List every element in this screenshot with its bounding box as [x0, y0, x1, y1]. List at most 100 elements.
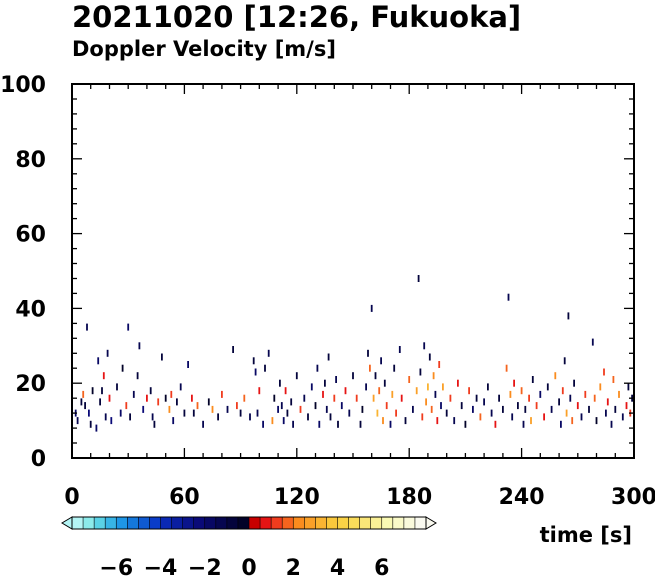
y-tick-labels: 0 20 40 60 80 100: [0, 73, 46, 472]
data-point: [502, 405, 504, 413]
data-point: [369, 364, 371, 372]
data-point: [438, 361, 441, 368]
data-point: [425, 398, 427, 406]
colorbar-segment: [326, 517, 338, 529]
colorbar-segment: [138, 517, 150, 529]
data-point: [104, 413, 107, 421]
data-point: [378, 387, 381, 395]
data-point: [436, 417, 439, 425]
data-point: [576, 402, 579, 410]
data-point: [539, 390, 542, 398]
data-point: [423, 342, 426, 350]
y-tick-label: 20: [15, 372, 46, 397]
data-point: [352, 372, 354, 380]
data-point: [565, 409, 568, 417]
data-point: [427, 383, 429, 391]
data-point: [327, 353, 330, 361]
data-point: [179, 383, 182, 391]
plot-frame: [71, 83, 635, 459]
colorbar-segment: [293, 517, 305, 529]
data-point: [279, 379, 281, 387]
colorbar-segment: [94, 517, 106, 529]
data-point: [299, 405, 302, 413]
colorbar-segment: [282, 517, 294, 529]
colorbar-tick-label: 6: [374, 556, 389, 577]
data-point: [487, 383, 489, 391]
data-point: [453, 417, 456, 425]
x-tick-label: 60: [169, 485, 200, 510]
data-point: [303, 394, 306, 402]
data-point: [457, 379, 459, 387]
colorbar-segment: [359, 517, 371, 529]
data-point: [595, 417, 598, 425]
data-point: [149, 387, 152, 395]
data-point: [612, 376, 615, 383]
colorbar-tick-label: −6: [99, 556, 133, 577]
data-point: [432, 372, 435, 380]
data-point: [442, 383, 444, 391]
data-point: [172, 417, 175, 425]
data-point: [550, 405, 553, 413]
colorbar-segment: [304, 517, 316, 529]
data-point: [517, 402, 519, 410]
data-point: [142, 405, 145, 413]
data-point: [365, 383, 367, 391]
data-point: [132, 390, 135, 398]
data-point: [324, 379, 326, 387]
data-point: [584, 390, 587, 398]
data-point: [415, 387, 418, 395]
data-point: [483, 398, 485, 406]
data-point: [417, 275, 420, 282]
chart-title: 20211020 [12:26, Fukuoka]: [72, 0, 521, 34]
data-point: [421, 413, 424, 421]
data-point: [400, 394, 403, 402]
data-point: [243, 394, 246, 402]
data-point: [412, 405, 414, 413]
data-point: [464, 420, 467, 428]
data-point: [573, 379, 575, 387]
colorbar-segment: [337, 517, 349, 529]
data-point: [490, 409, 493, 417]
data-point: [176, 398, 178, 406]
data-point: [86, 323, 88, 331]
data-point: [389, 420, 392, 428]
colorbar-segment: [381, 517, 394, 529]
data-point: [520, 387, 523, 395]
colorbar-segment: [105, 517, 117, 529]
data-point: [262, 420, 264, 428]
colorbar-segment: [315, 517, 327, 529]
colorbar-frame: [71, 516, 427, 530]
data-point: [325, 405, 328, 413]
data-point: [151, 413, 154, 421]
data-point: [440, 402, 442, 410]
data-point: [76, 417, 79, 425]
data-point: [258, 387, 261, 395]
data-point: [522, 420, 525, 428]
data-point: [290, 398, 293, 406]
data-point: [192, 409, 195, 417]
data-point: [146, 394, 148, 402]
data-point: [340, 402, 343, 410]
data-point: [91, 387, 94, 395]
data-point: [136, 372, 139, 380]
data-point: [479, 413, 482, 421]
x-tick-label: 300: [611, 485, 655, 510]
data-point: [472, 405, 474, 413]
data-point: [344, 387, 347, 395]
data-point: [560, 420, 562, 428]
data-point: [621, 413, 624, 421]
data-point: [82, 390, 85, 398]
data-point: [286, 409, 289, 417]
colorbar-tick-label: 4: [330, 556, 345, 577]
data-point: [125, 402, 128, 410]
data-point: [468, 387, 470, 395]
data-point: [129, 413, 131, 421]
colorbar-min-arrow: [61, 516, 73, 530]
data-point: [314, 402, 317, 410]
data-point: [211, 405, 214, 413]
data-point: [383, 379, 386, 387]
colorbar-segment: [72, 517, 84, 529]
data-point: [335, 376, 337, 383]
data-point: [543, 413, 545, 421]
